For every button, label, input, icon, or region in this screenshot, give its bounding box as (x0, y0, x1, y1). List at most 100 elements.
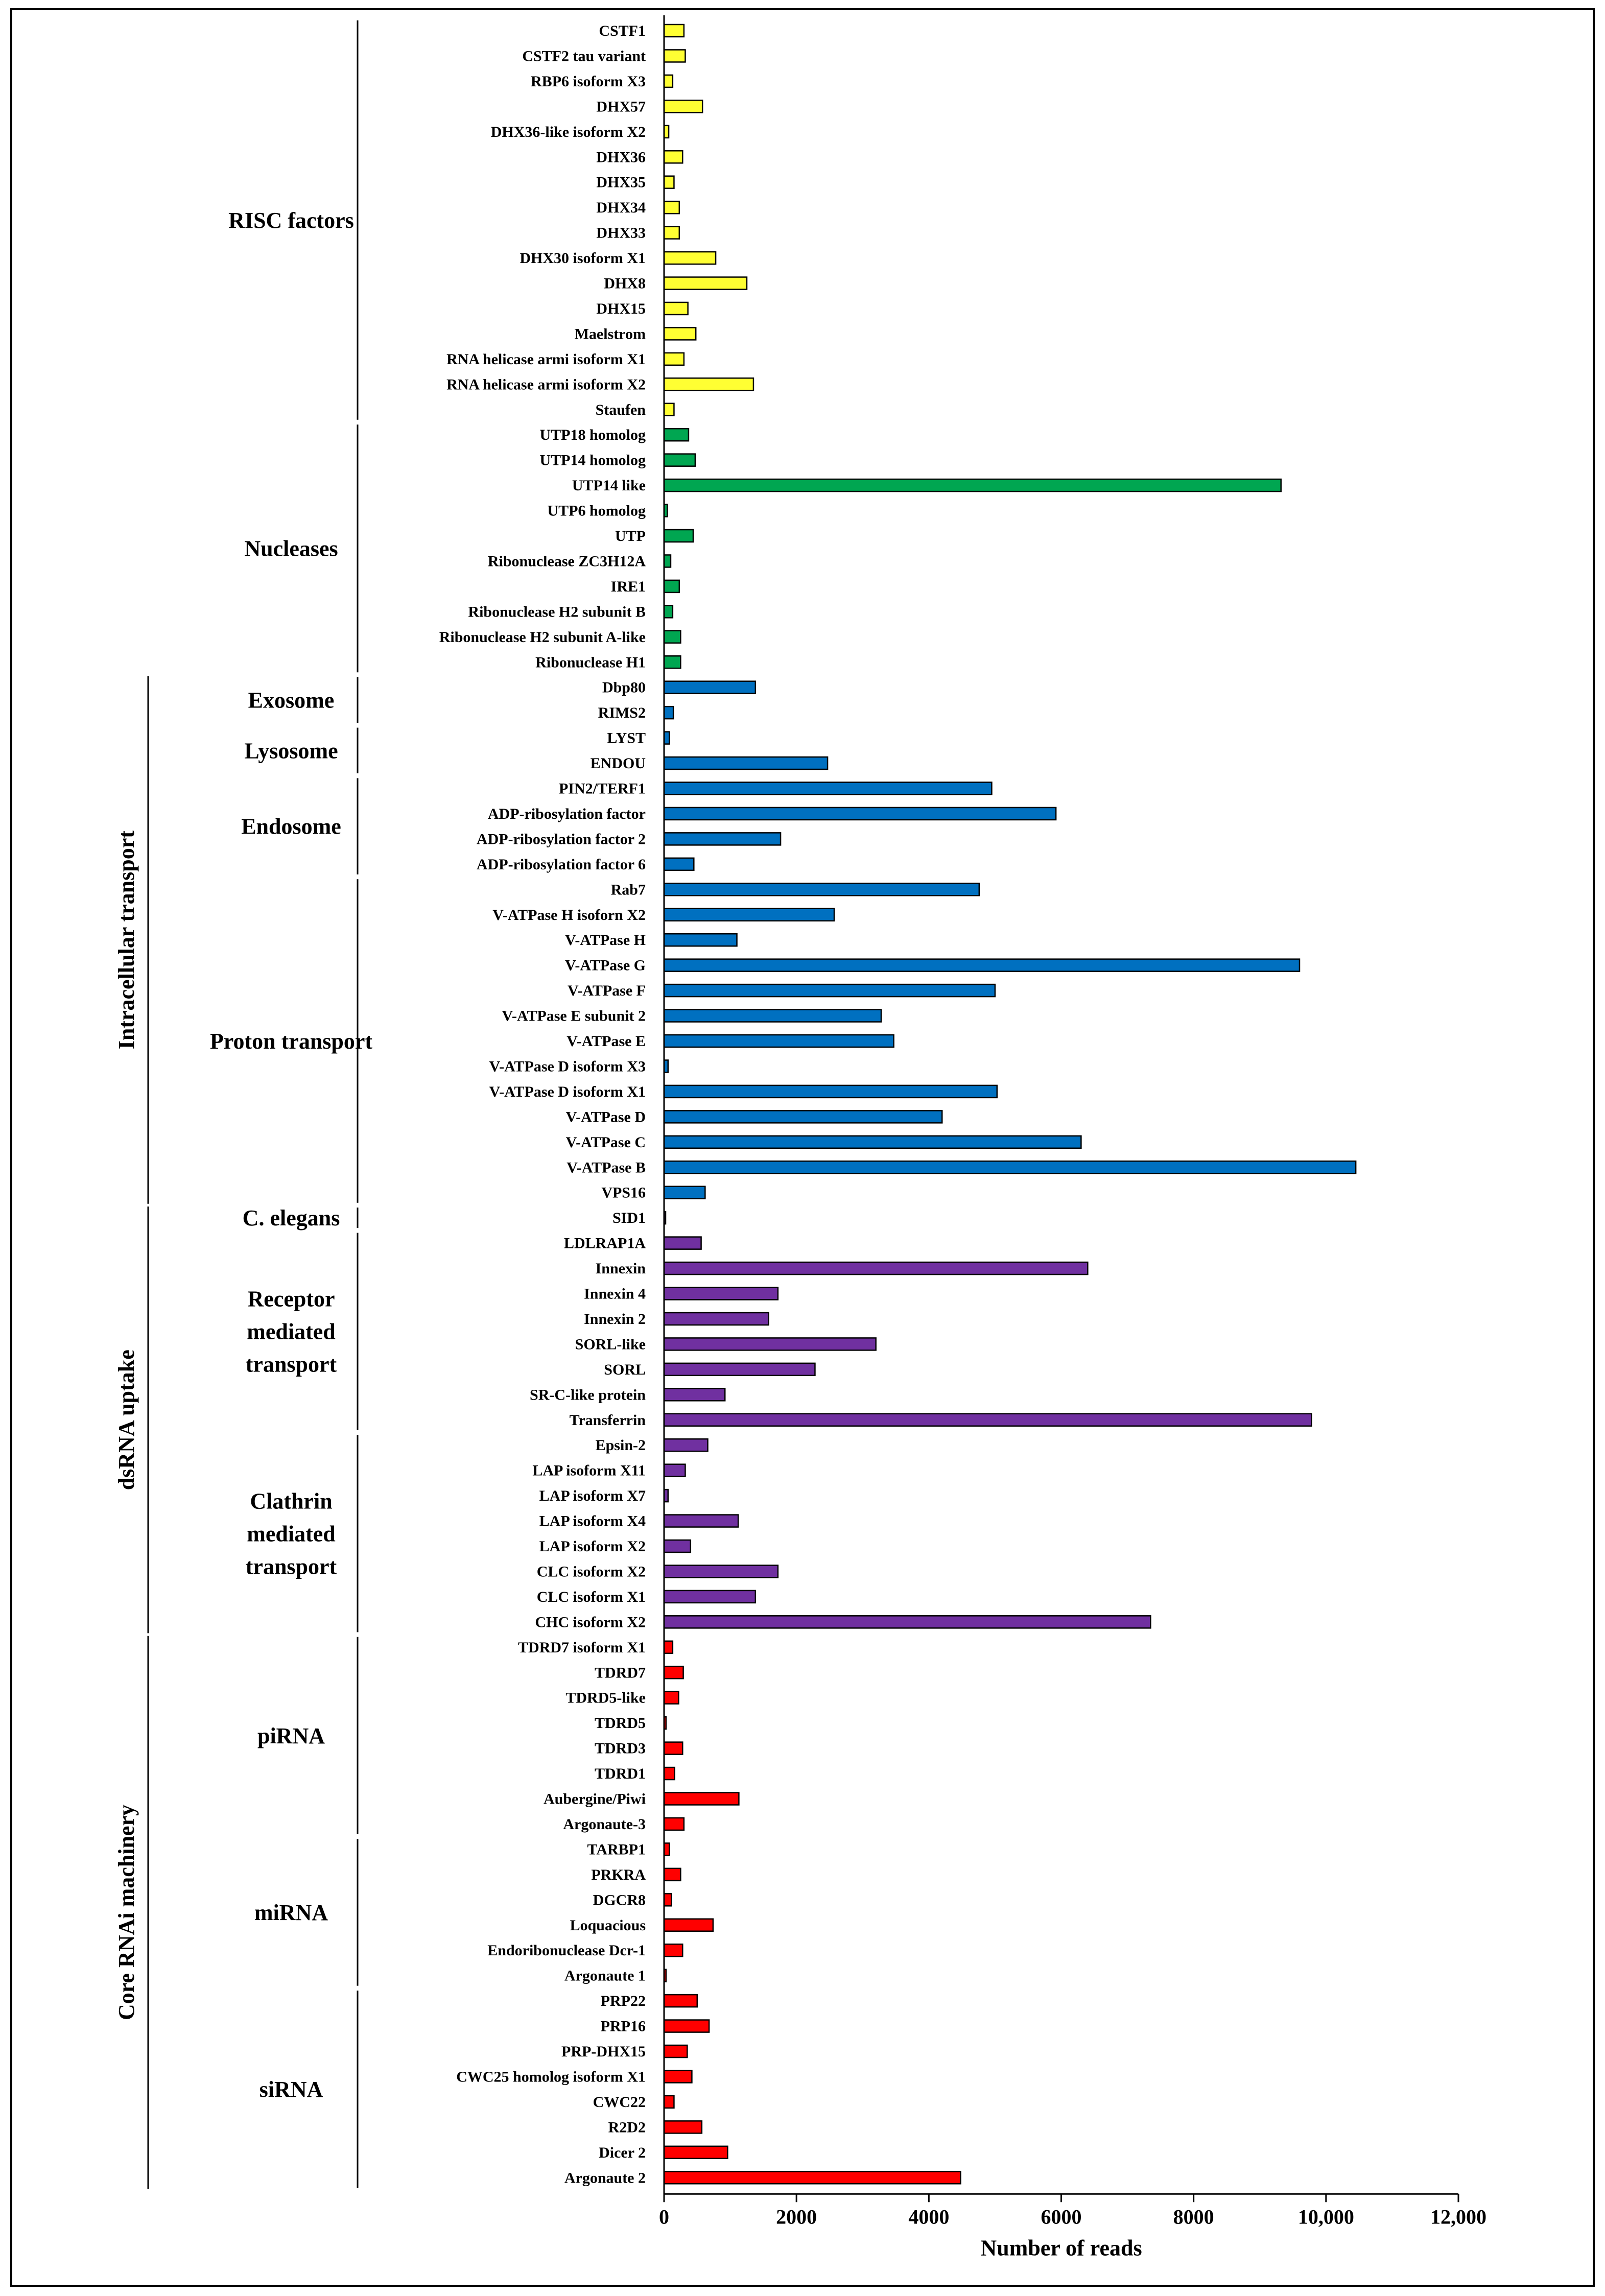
bar-sorl-like (663, 1337, 877, 1351)
category-label: ENDOU (591, 755, 646, 772)
bar-sr-c-like-protein (663, 1388, 726, 1402)
bar-innexin-2 (663, 1312, 769, 1326)
category-label: DHX30 isoform X1 (520, 250, 646, 267)
category-label: TDRD1 (595, 1765, 646, 1782)
category-label: Dicer 2 (599, 2144, 646, 2161)
category-label: TDRD5-like (565, 1690, 646, 1707)
category-label: Argonaute-3 (563, 1816, 646, 1833)
category-label: V-ATPase D (566, 1108, 646, 1125)
bar-dhx36 (663, 150, 683, 164)
category-label: V-ATPase G (565, 957, 646, 974)
category-label: Transferrin (570, 1412, 646, 1429)
group-label-clathrin-mediated-transport: Clathrin mediated transport (246, 1488, 337, 1579)
bar-dhx35 (663, 175, 675, 189)
x-tick-label: 8000 (1173, 2205, 1214, 2228)
section-label-intracellular-transport: Intracellular transport (114, 831, 139, 1049)
bar-endoribonuclease-dcr-1 (663, 1943, 683, 1957)
category-label: DHX15 (596, 300, 646, 317)
bar-dhx15 (663, 301, 689, 316)
category-label: V-ATPase H isoforn X2 (492, 907, 646, 924)
category-label: Aubergine/Piwi (544, 1791, 646, 1808)
x-axis-title: Number of reads (980, 2235, 1142, 2260)
category-label: VPS16 (601, 1185, 646, 1201)
category-label: UTP14 homolog (539, 452, 646, 469)
category-label: LYST (607, 730, 646, 747)
bar-chc-isoform-x2 (663, 1615, 1151, 1629)
category-label: RBP6 isoform X3 (531, 73, 646, 90)
bar-endou (663, 756, 829, 770)
bar-prp-dhx15 (663, 2044, 688, 2058)
category-label: Argonaute 2 (564, 2169, 646, 2186)
category-label: DHX34 (596, 199, 646, 216)
bar-lap-isoform-x2 (663, 1539, 692, 1553)
category-label: CHC isoform X2 (535, 1614, 646, 1630)
bar-v-atpase-c (663, 1135, 1082, 1149)
category-label: DHX35 (596, 174, 646, 191)
bar-dhx57 (663, 100, 703, 113)
category-label: CWC25 homolog isoform X1 (456, 2068, 646, 2085)
category-label: DHX36 (596, 149, 646, 165)
category-label: Argonaute 1 (564, 1968, 646, 1984)
bar-utp (663, 529, 694, 543)
category-label: DHX8 (604, 275, 646, 292)
bar-ribonuclease-h2-subunit-b (663, 605, 674, 619)
bar-cwc25-homolog-isoform-x1 (663, 2070, 693, 2084)
category-label: R2D2 (608, 2119, 646, 2136)
category-label: TARBP1 (587, 1841, 646, 1858)
bar-v-atpase-d (663, 1110, 943, 1124)
bar-ldlrap1a (663, 1236, 702, 1250)
category-label: UTP18 homolog (539, 427, 646, 443)
bar-argonaute-3 (663, 1817, 685, 1831)
bar-clc-isoform-x2 (663, 1565, 779, 1578)
bar-ribonuclease-h1 (663, 655, 681, 669)
category-label: TDRD5 (595, 1715, 646, 1732)
category-label: RIMS2 (598, 704, 646, 721)
category-label: TDRD7 (595, 1664, 646, 1681)
category-label: UTP6 homolog (547, 503, 646, 519)
category-label: V-ATPase B (567, 1159, 646, 1176)
category-label: ADP-ribosylation factor 2 (477, 831, 646, 847)
bar-v-atpase-h (663, 933, 738, 947)
category-label: LDLRAP1A (564, 1235, 646, 1252)
bar-v-atpase-h-isoforn-x2 (663, 908, 835, 921)
group-label-endosome: Endosome (241, 814, 341, 839)
category-label: Endoribonuclease Dcr-1 (487, 1942, 646, 1959)
bar-loquacious (663, 1918, 714, 1932)
category-label: CLC isoform X2 (537, 1563, 646, 1580)
category-label: DHX33 (596, 225, 646, 242)
group-label-risc-factors: RISC factors (228, 208, 354, 233)
category-label: CSTF1 (599, 22, 646, 39)
bar-tdrd3 (663, 1741, 683, 1755)
bar-rna-helicase-armi-isoform-x2 (663, 377, 754, 391)
bar-tdrd1 (663, 1766, 675, 1781)
category-label: Ribonuclease ZC3H12A (488, 553, 646, 570)
category-label: PRP-DHX15 (561, 2043, 646, 2060)
category-label: Ribonuclease H2 subunit A-like (439, 629, 646, 646)
bar-sorl (663, 1362, 816, 1377)
bar-innexin-4 (663, 1287, 779, 1300)
bar-dhx8 (663, 276, 748, 290)
group-label-sirna: siRNA (259, 2077, 323, 2102)
category-label: RNA helicase armi isoform X1 (446, 351, 646, 368)
bar-v-atpase-d-isoform-x1 (663, 1084, 998, 1099)
category-label: RNA helicase armi isoform X2 (446, 376, 646, 393)
bar-dhx30-isoform-x1 (663, 251, 717, 265)
bar-maelstrom (663, 327, 697, 341)
category-label: DHX57 (596, 98, 646, 115)
bar-dicer-2 (663, 2145, 728, 2160)
category-label: V-ATPase E subunit 2 (502, 1008, 646, 1025)
category-label: SORL-like (575, 1336, 646, 1353)
bar-vps16 (663, 1186, 706, 1199)
category-label: PRKRA (591, 1866, 646, 1883)
category-label: Loquacious (570, 1917, 646, 1934)
bar-prp22 (663, 1994, 698, 2008)
bar-prp16 (663, 2019, 710, 2033)
bar-staufen (663, 403, 675, 416)
bar-rims2 (663, 705, 674, 720)
bar-v-atpase-b (663, 1161, 1357, 1174)
category-label: UTP14 like (572, 477, 646, 494)
bar-lap-isoform-x4 (663, 1514, 739, 1528)
section-label-dsrna-uptake: dsRNA uptake (114, 1350, 139, 1490)
bar-epsin-2 (663, 1438, 709, 1452)
